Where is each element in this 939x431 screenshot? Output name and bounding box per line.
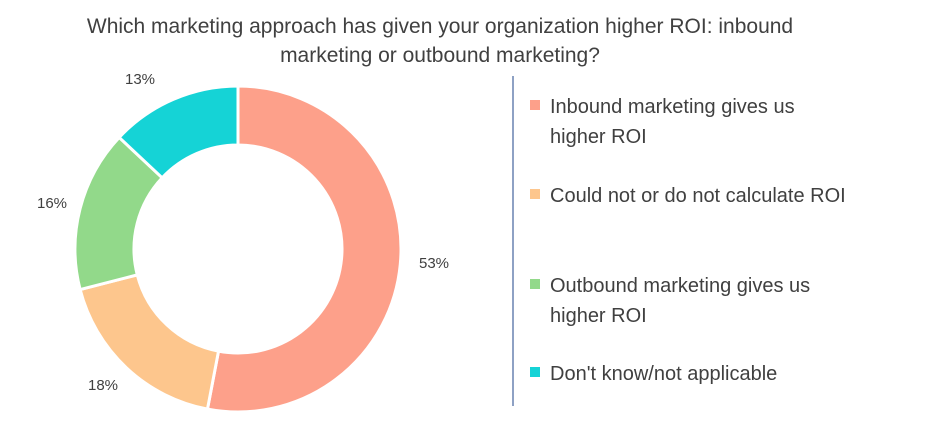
legend-label-dont-know: Don't know/not applicable — [550, 359, 777, 389]
legend-item-dont-know: Don't know/not applicable — [530, 359, 777, 389]
chart-title: Which marketing approach has given your … — [0, 12, 880, 70]
legend-label-line: higher ROI — [550, 305, 647, 327]
donut-value-label-no-calc: 18% — [88, 377, 118, 394]
chart-title-line-1: Which marketing approach has given your … — [86, 15, 794, 38]
legend: Inbound marketing gives us higher ROI Co… — [530, 0, 939, 431]
legend-item-outbound: Outbound marketing gives us higher ROI — [530, 271, 810, 331]
legend-label-line: Outbound marketing gives us — [550, 275, 811, 297]
legend-label-line: Could not or do not calculate ROI — [550, 185, 846, 207]
donut-slice-dont-know — [117, 84, 240, 180]
legend-divider — [512, 76, 514, 406]
legend-label-outbound: Outbound marketing gives us higher ROI — [550, 271, 810, 331]
legend-item-inbound: Inbound marketing gives us higher ROI — [530, 92, 795, 152]
legend-swatch-no-calc — [530, 189, 540, 199]
legend-label-inbound: Inbound marketing gives us higher ROI — [550, 92, 795, 152]
donut-slice-inbound — [205, 84, 403, 414]
donut-value-labels: 53% 18% 16% 13% — [37, 71, 449, 394]
legend-label-line: Inbound marketing gives us — [550, 96, 795, 118]
legend-swatch-dont-know — [530, 367, 540, 377]
chart-title-line-2: marketing or outbound marketing? — [280, 44, 600, 67]
legend-swatch-outbound — [530, 279, 540, 289]
donut-chart: 53% 18% 16% 13% — [37, 71, 449, 414]
donut-slices — [73, 84, 403, 414]
legend-label-line: Don't know/not applicable — [550, 363, 778, 385]
donut-value-label-outbound: 16% — [37, 195, 67, 212]
donut-value-label-dont-know: 13% — [125, 71, 155, 88]
legend-item-no-calc: Could not or do not calculate ROI — [530, 181, 846, 211]
legend-label-line: higher ROI — [550, 126, 647, 148]
legend-label-no-calc: Could not or do not calculate ROI — [550, 181, 846, 211]
legend-swatch-inbound — [530, 100, 540, 110]
donut-value-label-inbound: 53% — [419, 255, 449, 272]
